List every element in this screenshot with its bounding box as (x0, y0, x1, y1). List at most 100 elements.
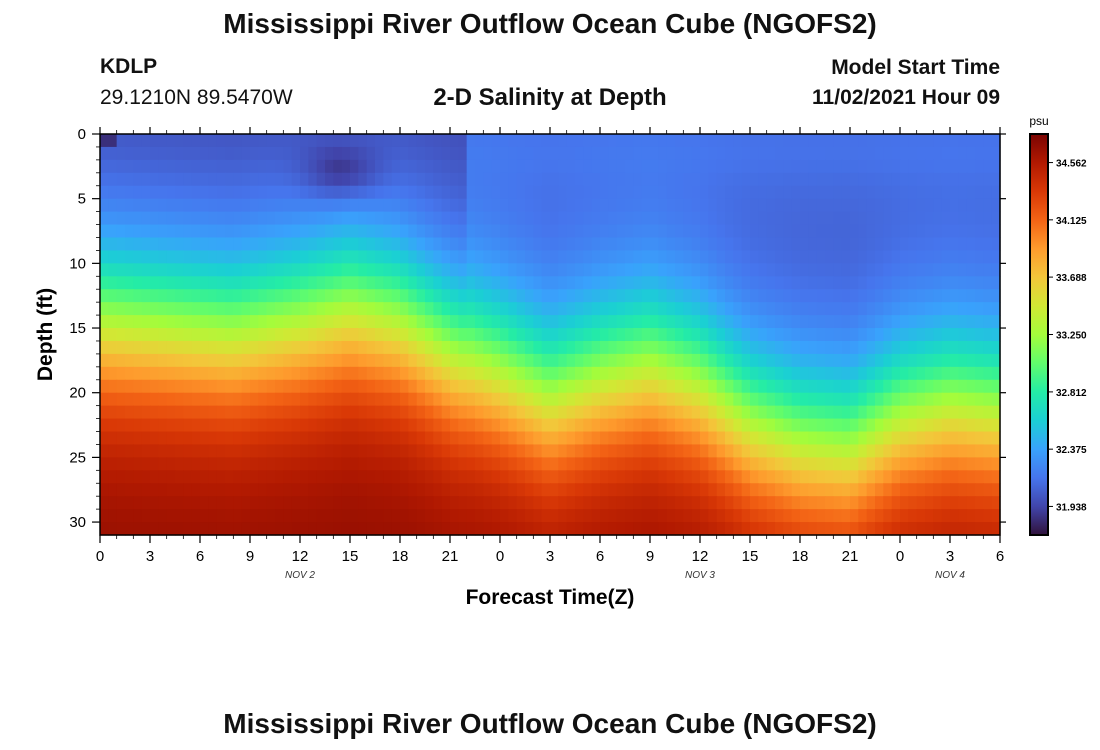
heatmap-cell (733, 263, 743, 277)
heatmap-cell (241, 224, 251, 239)
heatmap-cell (183, 146, 193, 161)
heatmap-cell (216, 353, 226, 368)
heatmap-cell (291, 289, 301, 303)
heatmap-cell (575, 392, 584, 407)
heatmap-cell (991, 198, 1001, 213)
heatmap-cell (275, 470, 284, 484)
heatmap-cell (691, 224, 701, 239)
heatmap-cell (175, 522, 184, 536)
heatmap-cell (358, 483, 368, 497)
heatmap-cell (383, 522, 393, 536)
heatmap-cell (316, 379, 326, 394)
heatmap-cell (383, 198, 393, 213)
heatmap-cell (691, 328, 701, 342)
heatmap-cell (575, 431, 584, 446)
heatmap-cell (841, 405, 851, 420)
heatmap-cell (316, 340, 326, 355)
heatmap-cell (958, 366, 968, 381)
heatmap-cell (400, 328, 409, 342)
heatmap-cell (900, 185, 909, 200)
heatmap-cell (766, 289, 776, 303)
heatmap-cell (183, 289, 193, 303)
heatmap-cell (141, 263, 151, 277)
heatmap-cell (825, 496, 834, 510)
heatmap-cell (908, 146, 918, 161)
heatmap-cell (475, 470, 484, 484)
heatmap-cell (466, 353, 476, 368)
heatmap-cell (733, 224, 743, 239)
heatmap-cell (266, 509, 276, 523)
heatmap-cell (525, 457, 534, 471)
heatmap-cell (150, 134, 159, 148)
heatmap-cell (566, 353, 576, 368)
heatmap-cell (108, 470, 118, 484)
heatmap-cell (366, 405, 376, 420)
heatmap-cell (766, 405, 776, 420)
heatmap-cell (300, 224, 309, 239)
heatmap-cell (866, 134, 876, 148)
heatmap-cell (833, 340, 843, 355)
heatmap-cell (275, 302, 284, 316)
heatmap-cell (525, 522, 534, 536)
heatmap-cell (633, 340, 643, 355)
heatmap-cell (358, 509, 368, 523)
heatmap-cell (958, 159, 968, 174)
heatmap-cell (500, 457, 509, 471)
heatmap-cell (116, 340, 126, 355)
heatmap-cell (783, 263, 793, 277)
heatmap-cell (658, 211, 668, 226)
heatmap-cell (333, 366, 343, 381)
heatmap-cell (158, 522, 168, 536)
heatmap-cell (833, 522, 843, 536)
heatmap-cell (233, 263, 243, 277)
heatmap-cell (566, 289, 576, 303)
heatmap-cell (841, 185, 851, 200)
heatmap-cell (366, 146, 376, 161)
heatmap-cell (800, 457, 809, 471)
heatmap-cell (508, 159, 518, 174)
heatmap-cell (425, 444, 434, 458)
heatmap-cell (816, 366, 826, 381)
heatmap-cell (683, 315, 693, 329)
heatmap-cell (116, 444, 126, 458)
heatmap-cell (500, 315, 509, 329)
heatmap-cell (225, 276, 234, 290)
heatmap-cell (633, 483, 643, 497)
heatmap-cell (191, 263, 201, 277)
heatmap-cell (541, 340, 551, 355)
heatmap-cell (300, 159, 309, 174)
heatmap-cell (216, 211, 226, 226)
heatmap-cell (600, 289, 609, 303)
heatmap-cell (833, 444, 843, 458)
heatmap-cell (808, 366, 818, 381)
heatmap-cell (483, 328, 493, 342)
heatmap-cell (575, 366, 584, 381)
heatmap-cell (541, 366, 551, 381)
heatmap-cell (725, 276, 734, 290)
heatmap-cell (358, 418, 368, 433)
heatmap-cell (983, 134, 993, 148)
heatmap-cell (816, 522, 826, 536)
heatmap-cell (775, 444, 784, 458)
heatmap-cell (933, 496, 943, 510)
heatmap-cell (716, 289, 726, 303)
heatmap-cell (225, 172, 234, 187)
heatmap-cell (583, 392, 593, 407)
heatmap-cell (233, 211, 243, 226)
heatmap-cell (466, 185, 476, 200)
heatmap-cell (333, 379, 343, 394)
heatmap-cell (283, 185, 293, 200)
heatmap-cell (908, 134, 918, 148)
heatmap-cell (116, 250, 126, 264)
heatmap-cell (108, 353, 118, 368)
heatmap-cell (958, 444, 968, 458)
heatmap-cell (733, 509, 743, 523)
heatmap-cell (116, 263, 126, 277)
heatmap-cell (816, 483, 826, 497)
heatmap-cell (475, 405, 484, 420)
heatmap-cell (925, 159, 934, 174)
heatmap-cell (425, 366, 434, 381)
heatmap-cell (775, 237, 784, 252)
heatmap-cell (958, 379, 968, 394)
heatmap-cell (283, 457, 293, 471)
